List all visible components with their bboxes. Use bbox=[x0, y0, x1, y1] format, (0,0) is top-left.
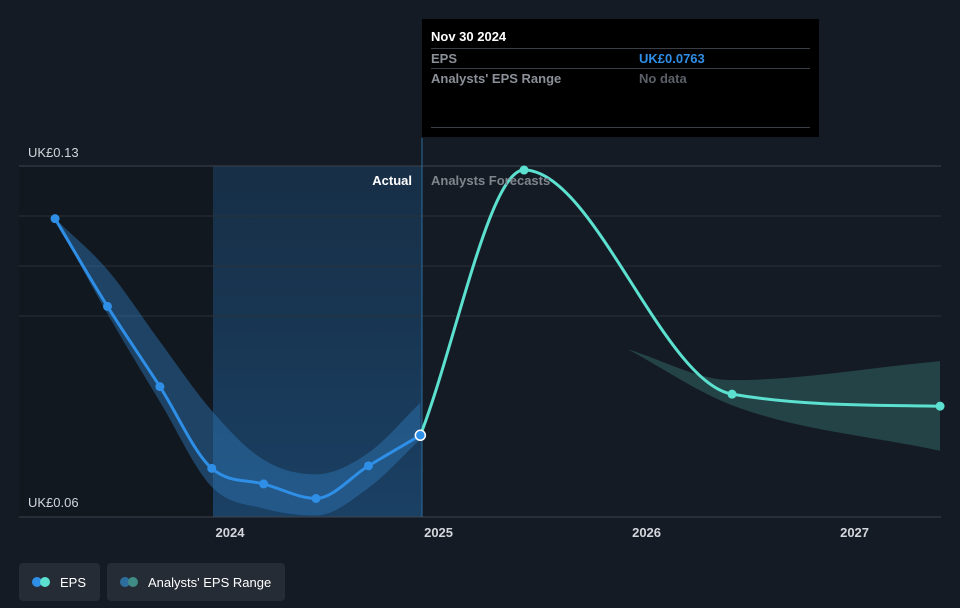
eps-forecast-point[interactable] bbox=[935, 401, 945, 411]
x-tick-label: 2027 bbox=[840, 525, 869, 540]
legend-eps-button[interactable]: EPS bbox=[19, 563, 101, 601]
eps-actual-point[interactable] bbox=[102, 301, 112, 311]
tooltip-date: Nov 30 2024 bbox=[431, 29, 507, 44]
hover-highlight-band bbox=[213, 166, 422, 517]
tooltip-eps-label: EPS bbox=[431, 51, 458, 66]
eps-forecast-point[interactable] bbox=[519, 165, 529, 175]
eps-actual-point[interactable] bbox=[50, 214, 60, 224]
x-tick-label: 2025 bbox=[424, 525, 453, 540]
x-tick-label: 2026 bbox=[632, 525, 661, 540]
legend-range-button[interactable]: Analysts' EPS Range bbox=[107, 563, 286, 601]
legend: EPS Analysts' EPS Range bbox=[19, 563, 286, 601]
tooltip-eps-row: EPS UK£0.0763 bbox=[431, 48, 810, 68]
y-axis-bottom-label: UK£0.06 bbox=[28, 495, 79, 510]
eps-actual-point[interactable] bbox=[155, 382, 165, 392]
tooltip-range-label: Analysts' EPS Range bbox=[431, 71, 562, 86]
eps-actual-point[interactable] bbox=[311, 493, 321, 503]
eps-line-forecast bbox=[418, 168, 942, 437]
range-legend-icon bbox=[120, 577, 140, 587]
eps-actual-point[interactable] bbox=[414, 429, 427, 442]
tooltip: Nov 30 2024 EPS UK£0.0763 Analysts' EPS … bbox=[422, 19, 819, 137]
tooltip-eps-value: UK£0.0763 bbox=[639, 51, 705, 66]
actual-label: Actual bbox=[372, 173, 412, 188]
y-axis-top-label: UK£0.13 bbox=[28, 145, 79, 160]
eps-legend-icon bbox=[32, 577, 52, 587]
eps-actual-point[interactable] bbox=[363, 461, 373, 471]
x-tick-label: 2024 bbox=[216, 525, 246, 540]
eps-actual-point[interactable] bbox=[207, 463, 217, 473]
tooltip-range-row: Analysts' EPS Range No data bbox=[431, 68, 810, 88]
eps-actual-point[interactable] bbox=[259, 479, 269, 489]
eps-range-band-actual bbox=[55, 218, 421, 516]
legend-range-label: Analysts' EPS Range bbox=[148, 574, 272, 590]
legend-eps-label: EPS bbox=[60, 574, 87, 590]
forecast-label: Analysts Forecasts bbox=[431, 173, 550, 188]
eps-forecast-point[interactable] bbox=[727, 389, 737, 399]
tooltip-divider bbox=[431, 127, 810, 128]
tooltip-range-value: No data bbox=[639, 71, 687, 86]
